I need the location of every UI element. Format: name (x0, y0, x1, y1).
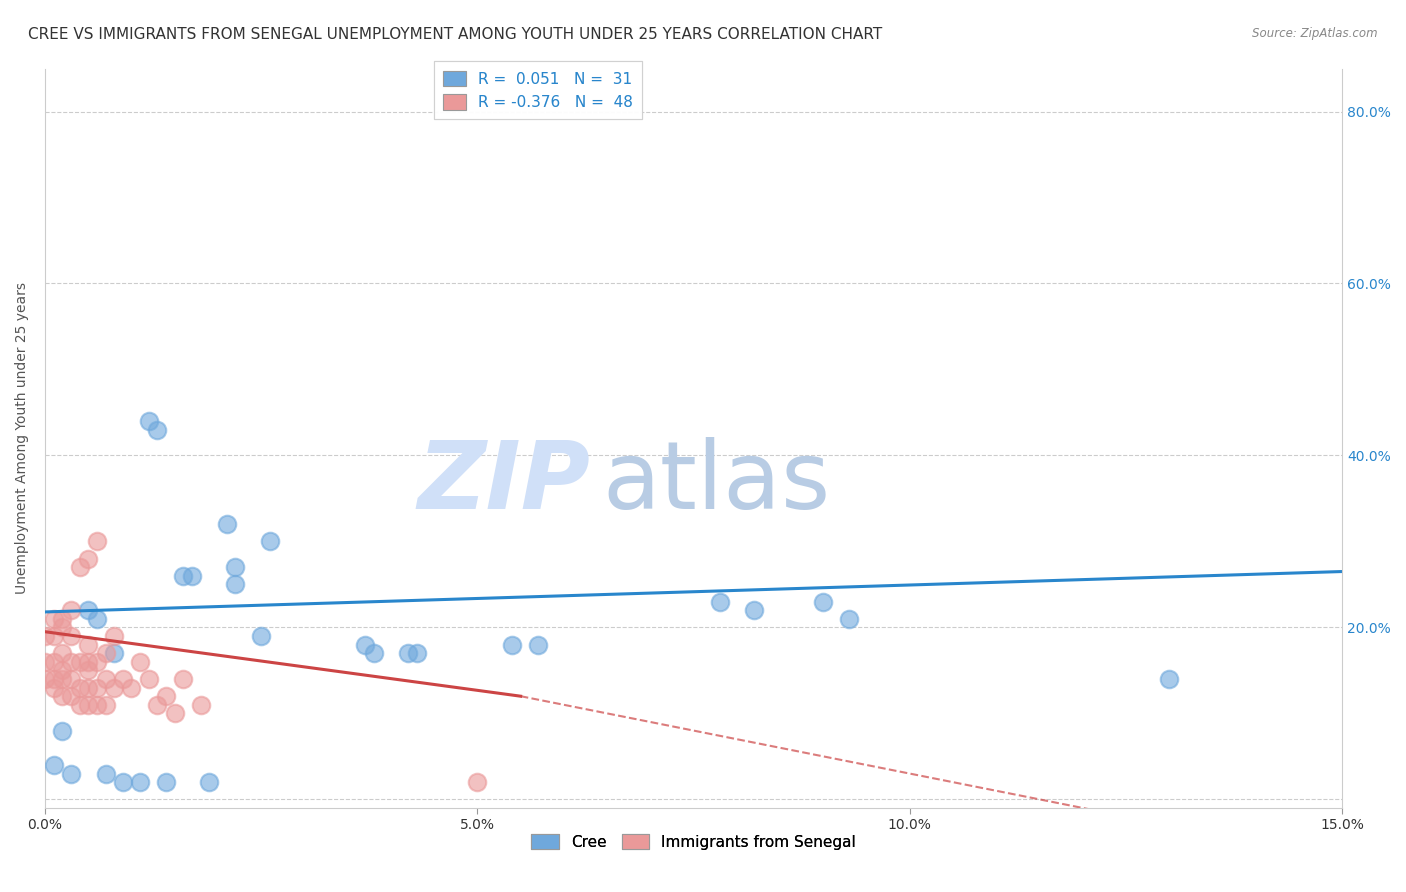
Point (34, 629, 56, 643)
Point (181, 569, 204, 583)
Text: atlas: atlas (603, 436, 831, 529)
Point (77, 655, 100, 669)
Point (51, 689, 73, 703)
Text: CREE VS IMMIGRANTS FROM SENEGAL UNEMPLOYMENT AMONG YOUTH UNDER 25 YEARS CORRELAT: CREE VS IMMIGRANTS FROM SENEGAL UNEMPLOY… (28, 27, 883, 42)
Point (103, 629, 125, 643)
Point (259, 534, 281, 549)
Point (42, 758, 65, 772)
Point (51, 612, 73, 626)
Point (103, 681, 125, 695)
Point (69, 698, 91, 712)
Point (838, 612, 860, 626)
Point (94, 672, 117, 686)
Point (77, 681, 100, 695)
Point (709, 594, 731, 608)
Point (155, 689, 177, 703)
Point (103, 646, 125, 660)
Point (42, 681, 65, 695)
Point (527, 638, 550, 652)
Point (742, 603, 765, 617)
Point (94, 766, 117, 780)
Point (198, 775, 221, 789)
Point (51, 646, 73, 660)
Point (172, 672, 194, 686)
Point (224, 560, 246, 574)
Point (77, 603, 100, 617)
Text: ZIP: ZIP (418, 436, 591, 529)
Point (163, 706, 186, 721)
Point (77, 698, 100, 712)
Point (86, 698, 108, 712)
Point (501, 638, 523, 652)
Point (51, 672, 73, 686)
Point (86, 612, 108, 626)
Point (138, 672, 160, 686)
Y-axis label: Unemployment Among Youth under 25 years: Unemployment Among Youth under 25 years (15, 282, 30, 594)
Point (129, 775, 152, 789)
Point (69, 681, 91, 695)
Point (354, 638, 377, 652)
Point (86, 681, 108, 695)
Point (42, 629, 65, 643)
Point (215, 517, 238, 532)
Point (111, 775, 134, 789)
Point (146, 423, 169, 437)
Point (250, 629, 273, 643)
Point (396, 646, 419, 660)
Point (1159, 672, 1181, 686)
Point (77, 664, 100, 678)
Point (120, 681, 142, 695)
Point (190, 698, 212, 712)
Point (59, 629, 82, 643)
Point (94, 646, 117, 660)
Point (59, 689, 82, 703)
Point (129, 655, 152, 669)
Point (138, 414, 160, 428)
Point (405, 646, 427, 660)
Point (34, 655, 56, 669)
Point (86, 534, 108, 549)
Legend: R =  0.051   N =  31, R = -0.376   N =  48: R = 0.051 N = 31, R = -0.376 N = 48 (434, 62, 643, 120)
Point (69, 655, 91, 669)
Text: Source: ZipAtlas.com: Source: ZipAtlas.com (1253, 27, 1378, 40)
Point (155, 775, 177, 789)
Point (59, 603, 82, 617)
Point (59, 766, 82, 780)
Point (224, 577, 246, 591)
Point (42, 655, 65, 669)
Point (146, 698, 169, 712)
Point (42, 612, 65, 626)
Point (51, 620, 73, 634)
Point (172, 569, 194, 583)
Point (94, 698, 117, 712)
Point (51, 664, 73, 678)
Point (813, 594, 835, 608)
Point (86, 655, 108, 669)
Point (77, 638, 100, 652)
Point (34, 672, 56, 686)
Point (59, 655, 82, 669)
Point (51, 723, 73, 738)
Point (59, 672, 82, 686)
Point (69, 560, 91, 574)
Point (111, 672, 134, 686)
Point (363, 646, 385, 660)
Point (77, 551, 100, 566)
Point (467, 775, 489, 789)
Point (42, 672, 65, 686)
